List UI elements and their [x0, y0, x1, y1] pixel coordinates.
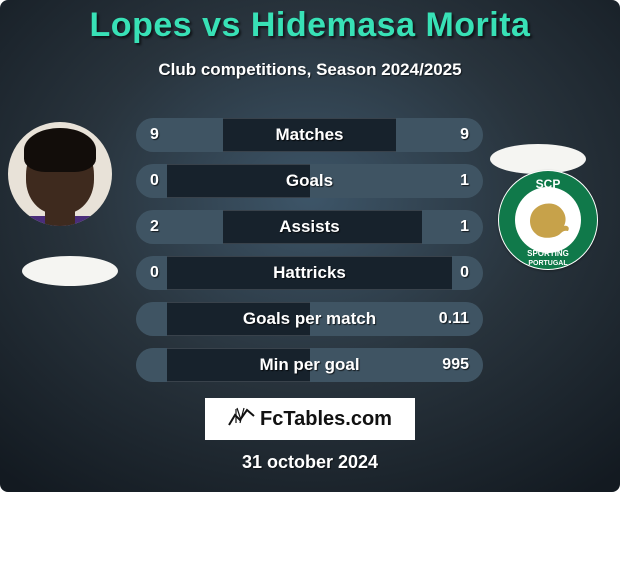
stat-value-left: 0 — [150, 164, 159, 198]
stat-row: Assists2 1 — [136, 210, 483, 244]
player-left-name-oval — [22, 256, 118, 286]
stat-row: Matches9 9 — [136, 118, 483, 152]
stat-row: Goals0 1 — [136, 164, 483, 198]
stat-value-right: 1 — [460, 164, 469, 198]
stat-label: Hattricks — [136, 256, 483, 290]
stat-value-right: 995 — [442, 348, 469, 382]
stat-row: Hattricks0 0 — [136, 256, 483, 290]
stat-label: Goals — [136, 164, 483, 198]
club-badge-right: SCP SPORTING PORTUGAL — [498, 170, 598, 270]
brand-watermark: FcTables.com — [205, 398, 415, 440]
date-label: 31 october 2024 — [0, 452, 620, 473]
stat-value-left: 0 — [150, 256, 159, 290]
svg-text:PORTUGAL: PORTUGAL — [528, 260, 568, 267]
brand-icon — [228, 406, 256, 433]
stat-label: Assists — [136, 210, 483, 244]
stat-label: Min per goal — [136, 348, 483, 382]
stats-list: Matches99Goals01Assists21Hattricks00Goal… — [136, 118, 483, 394]
stat-row: Min per goal995 — [136, 348, 483, 382]
comparison-panel: Lopes vs Hidemasa Morita Club competitio… — [0, 0, 620, 492]
svg-text:SPORTING: SPORTING — [527, 249, 569, 258]
stat-value-left: 9 — [150, 118, 159, 152]
page-subtitle: Club competitions, Season 2024/2025 — [0, 60, 620, 80]
player-left-avatar — [8, 122, 112, 226]
stat-value-right: 0.11 — [439, 302, 469, 336]
brand-text: FcTables.com — [260, 408, 392, 431]
stat-value-left: 2 — [150, 210, 159, 244]
stage: Lopes vs Hidemasa Morita Club competitio… — [0, 0, 620, 580]
stat-label: Goals per match — [136, 302, 483, 336]
stat-row: Goals per match0.11 — [136, 302, 483, 336]
page-title: Lopes vs Hidemasa Morita — [0, 6, 620, 45]
stat-value-right: 9 — [460, 118, 469, 152]
svg-text:SCP: SCP — [536, 177, 561, 191]
stat-label: Matches — [136, 118, 483, 152]
stat-value-right: 1 — [460, 210, 469, 244]
stat-value-right: 0 — [460, 256, 469, 290]
